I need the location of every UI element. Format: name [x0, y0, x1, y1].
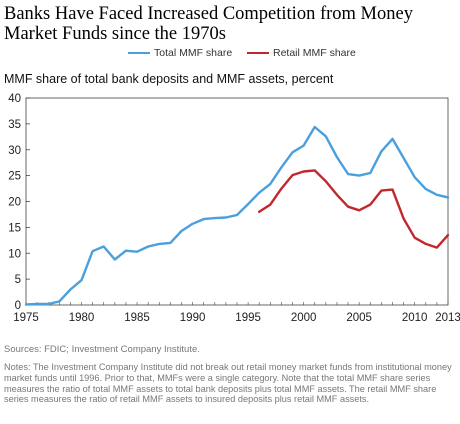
x-tick-label: 2013 [435, 312, 460, 324]
x-tick-label: 1990 [180, 312, 206, 324]
sources-note: Sources: FDIC; Investment Company Instit… [4, 344, 200, 355]
y-tick-label: 5 [15, 274, 21, 286]
legend-swatch-retail [247, 52, 269, 54]
chart-title: Banks Have Faced Increased Competition f… [4, 4, 413, 44]
legend-swatch-total [128, 52, 150, 54]
y-tick-label: 40 [8, 93, 21, 105]
x-tick-label: 1980 [69, 312, 95, 324]
plot-frame [25, 97, 449, 306]
y-tick-label: 10 [8, 248, 21, 260]
x-tick-label: 1995 [235, 312, 261, 324]
legend: Total MMF share Retail MMF share [0, 46, 460, 62]
y-axis: 0 5 10 15 20 25 30 35 40 [8, 93, 30, 312]
x-tick-label: 1985 [124, 312, 150, 324]
chart-svg: 0 5 10 15 20 25 30 35 40 1975 1980 1985 1990 1995 200… [8, 93, 460, 324]
x-tick-label: 2010 [402, 312, 428, 324]
y-tick-label: 0 [15, 300, 21, 312]
legend-label-total: Total MMF share [154, 47, 233, 59]
y-tick-label: 35 [8, 119, 21, 131]
retail-mmf-share-line [258, 169, 450, 249]
x-axis: 1975 1980 1985 1990 1995 2000 2005 2010 2013 [13, 302, 460, 324]
x-tick-label: 2005 [346, 312, 372, 324]
series-lines [24, 125, 450, 306]
y-tick-label: 20 [8, 197, 21, 209]
y-tick-label: 15 [8, 222, 21, 234]
x-tick-label: 2000 [291, 312, 317, 324]
chart-subtitle: MMF share of total bank deposits and MMF… [4, 72, 334, 86]
y-tick-label: 25 [8, 171, 21, 183]
axes [25, 97, 449, 306]
notes-text: Notes: The Investment Company Institute … [4, 362, 452, 405]
total-mmf-share-line [24, 125, 450, 306]
x-tick-label: 1975 [13, 312, 39, 324]
legend-label-retail: Retail MMF share [273, 47, 356, 59]
y-tick-label: 30 [8, 145, 21, 157]
